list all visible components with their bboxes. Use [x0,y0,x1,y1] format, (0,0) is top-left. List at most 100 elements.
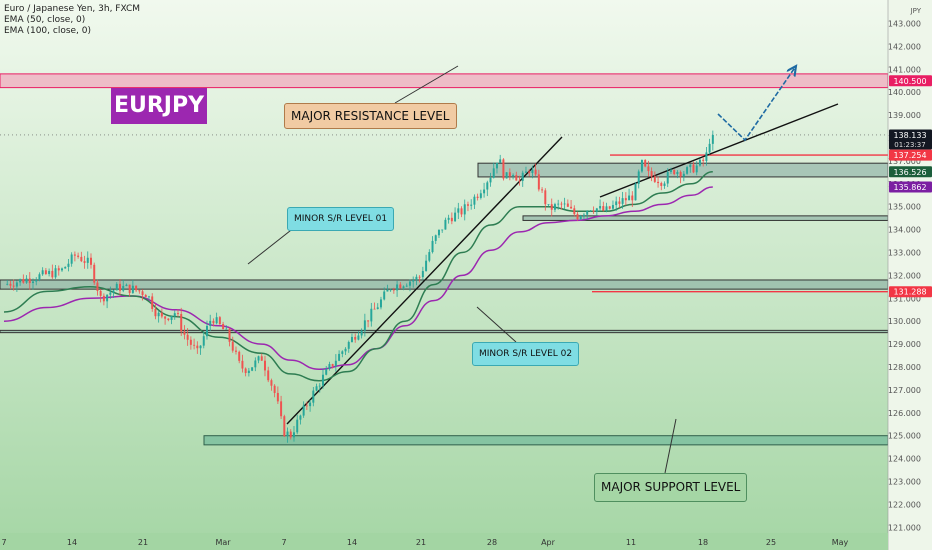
y-tick-label: 130.000 [888,317,921,326]
candle-body [32,281,34,284]
candle-body [321,374,324,386]
candle-body [515,175,518,181]
candle-body [228,328,231,342]
legend-title: Euro / Japanese Yen, 3h, FXCM [4,4,141,14]
x-tick-label: 11 [626,538,636,547]
price-tag-bg [889,75,932,87]
callout-minor-sr-01: MINOR S/R LEVEL 01 [287,207,395,231]
candle-body [176,313,179,315]
candle-body [460,208,463,215]
candle-body [286,431,289,437]
x-tick-label: 14 [67,538,77,547]
candle-body [367,320,370,322]
candle-body [119,283,121,291]
candle-body [61,268,63,271]
y-tick-label: 121.000 [888,523,921,532]
candle-body [434,235,437,241]
candle-body [463,204,466,215]
candle-body [566,203,569,207]
candle-body [299,415,302,420]
price-tag-bg [889,129,932,150]
candle-body [360,330,363,336]
candle-body [544,190,547,205]
candle-body [473,196,476,205]
candle-body [9,283,12,286]
candle-body [64,266,67,269]
candle-body [470,204,473,206]
price-tag-label: 136.526 [893,168,926,177]
candle-body [415,276,418,281]
candle-body [392,289,395,291]
candle-body [640,160,643,172]
candle-body [54,268,57,278]
candle-body [189,339,192,345]
candle-body [254,360,257,368]
candle-body [173,313,176,317]
x-tick-label: 21 [416,538,426,547]
candle-body [386,289,389,292]
y-tick-label: 143.000 [888,20,921,29]
candle-body [650,171,653,177]
candle-body [83,261,86,263]
candle-body [669,170,672,173]
candle-body [170,316,173,320]
price-tag-countdown: 01:23:37 [894,141,925,149]
candle-body [396,284,399,291]
candle-body [270,380,273,386]
candle-body [238,351,241,361]
candle-body [96,282,99,291]
candle-body [379,299,382,308]
candle-body [611,205,614,209]
candle-body [679,171,682,177]
time-axis-background [0,533,888,550]
candle-body [686,167,689,174]
candle-body [363,320,366,331]
candle-body [341,351,344,354]
candle-body [77,255,80,257]
candle-body [296,419,299,433]
candle-body [344,348,347,352]
candle-body [309,402,312,407]
candle-body [218,317,221,325]
price-tag-label: 138.133 [893,131,926,140]
candle-body [534,169,537,175]
minor-sr-02-zone [0,329,889,334]
candle-body [312,390,315,403]
candle-body [280,401,283,417]
candle-body [602,206,605,211]
candle-body [682,173,685,177]
candle-body [537,174,540,190]
candle-body [41,270,44,275]
candle-body [457,208,460,213]
candle-body [99,290,102,296]
candle-body [122,285,125,291]
candle-body [421,271,424,278]
candle-body [563,203,566,205]
candle-body [283,416,286,437]
candle-body [144,295,147,298]
x-tick-label: 7 [1,538,6,547]
candle-body [373,308,376,310]
x-tick-label: 14 [347,538,357,547]
candle-body [231,341,234,351]
candle-body [338,353,341,361]
candle-body [553,204,556,210]
candle-body [454,212,457,222]
candle-body [689,164,692,168]
candle-body [570,206,573,209]
candle-body [354,336,357,340]
candle-body [93,264,96,283]
candle-body [302,405,305,416]
candle-body [673,170,676,175]
candle-body [637,171,640,184]
candle-body [370,308,373,322]
candle-body [508,172,511,177]
candle-body [73,254,76,256]
candle-body [447,217,450,220]
candle-body [505,172,508,179]
major-support-zone [203,435,889,446]
y-tick-label: 126.000 [888,409,921,418]
candle-body [547,204,550,206]
candle-body [618,201,621,204]
